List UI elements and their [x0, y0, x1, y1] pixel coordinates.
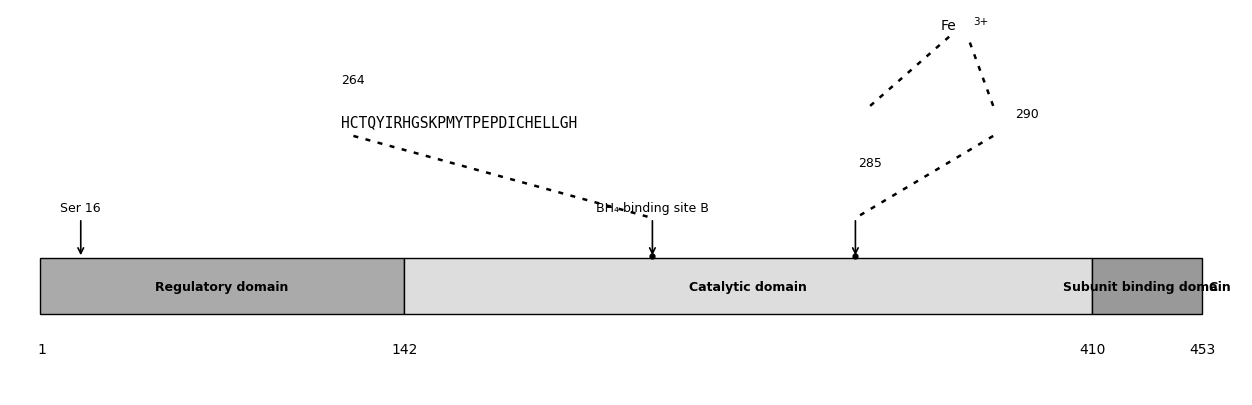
- Text: Catalytic domain: Catalytic domain: [689, 280, 808, 293]
- Bar: [404, 258, 1092, 314]
- Text: Ser 16: Ser 16: [60, 202, 101, 215]
- Text: Fe: Fe: [940, 19, 957, 33]
- Text: 410: 410: [1079, 342, 1106, 356]
- Text: Subunit binding domain: Subunit binding domain: [1063, 280, 1231, 293]
- Text: Regulatory domain: Regulatory domain: [155, 280, 289, 293]
- Text: 264: 264: [341, 74, 364, 87]
- Bar: [1092, 258, 1202, 314]
- Text: 3+: 3+: [974, 17, 989, 27]
- Text: 290: 290: [1015, 108, 1039, 121]
- Text: 453: 453: [1189, 342, 1216, 356]
- Text: HCTQYIRHGSKPMYTPEPDICHELLGH: HCTQYIRHGSKPMYTPEPDICHELLGH: [341, 115, 577, 130]
- Text: 142: 142: [391, 342, 417, 356]
- Text: 285: 285: [858, 157, 883, 170]
- Text: BH₄ binding site B: BH₄ binding site B: [596, 202, 709, 215]
- Text: 1: 1: [38, 342, 46, 356]
- Bar: [40, 258, 404, 314]
- Text: C: C: [1208, 280, 1218, 293]
